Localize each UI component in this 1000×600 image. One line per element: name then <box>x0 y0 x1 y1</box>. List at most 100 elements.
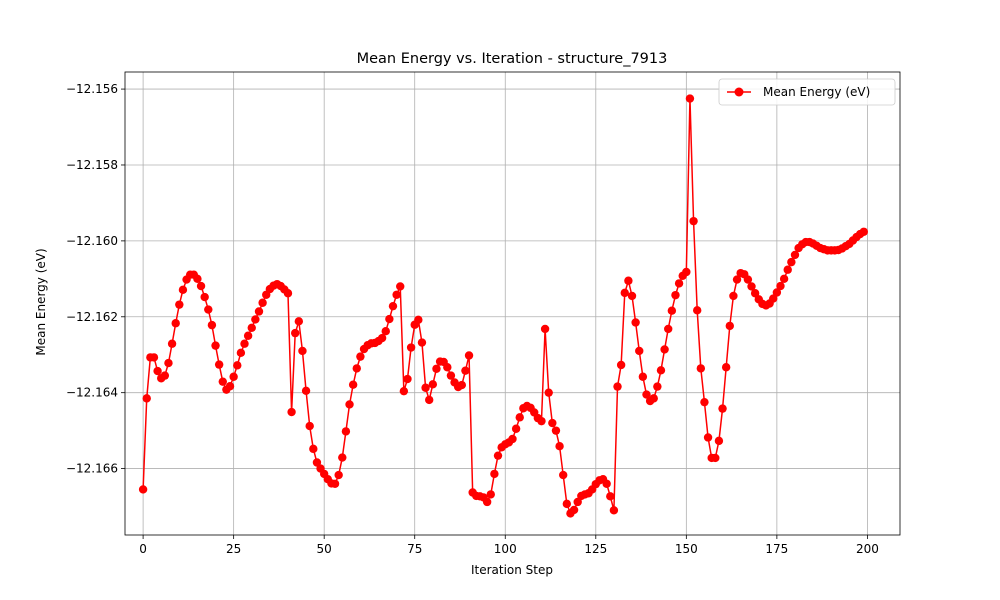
data-point <box>258 298 267 307</box>
data-point <box>656 366 666 375</box>
plot-frame <box>124 71 901 536</box>
legend-marker-swatch <box>734 87 744 97</box>
legend-entry-label: Mean Energy (eV) <box>763 85 870 99</box>
data-point <box>703 433 713 442</box>
data-point <box>790 250 800 260</box>
data-point <box>718 404 727 413</box>
data-point <box>624 276 633 285</box>
data-point <box>537 416 546 426</box>
data-point <box>783 265 792 274</box>
data-point <box>417 338 427 347</box>
data-point <box>457 380 466 390</box>
data-point <box>616 360 626 370</box>
data-point <box>544 388 553 397</box>
data-point <box>693 306 702 315</box>
data-point <box>341 427 351 436</box>
data-point <box>555 442 564 451</box>
x-tick-label: 25 <box>226 542 241 556</box>
data-point <box>660 345 669 354</box>
data-point <box>747 282 756 291</box>
data-point <box>696 364 706 373</box>
data-point <box>548 418 557 428</box>
data-point <box>573 497 582 507</box>
data-point <box>388 301 398 311</box>
data-point <box>153 366 162 376</box>
x-tick-label: 175 <box>765 542 788 556</box>
chart-title: Mean Energy vs. Iteration - structure_79… <box>357 51 668 67</box>
data-point <box>291 328 300 338</box>
data-point <box>562 499 572 509</box>
data-point <box>461 366 470 375</box>
data-point <box>425 395 434 405</box>
data-point <box>511 424 521 433</box>
data-point <box>160 371 170 380</box>
data-point <box>403 374 412 384</box>
y-axis-ticks: −12.166 −12.164 −12.162 −12.160 −12.158 −12.1… <box>66 82 125 476</box>
data-point <box>225 382 235 391</box>
data-point <box>667 306 677 315</box>
data-point <box>381 327 390 336</box>
data-point <box>776 281 785 291</box>
data-point <box>164 358 173 368</box>
data-point <box>298 346 307 356</box>
legend: Mean Energy (eV) <box>718 78 896 106</box>
data-point <box>334 470 343 480</box>
data-point <box>338 453 347 462</box>
data-point <box>569 505 579 515</box>
data-point <box>377 333 387 343</box>
data-point <box>254 307 264 316</box>
data-point <box>609 506 619 515</box>
data-point <box>638 372 648 381</box>
data-point <box>312 458 322 467</box>
data-point <box>671 290 680 300</box>
data-point <box>443 363 452 372</box>
data-point <box>287 407 296 417</box>
data-point <box>664 324 673 334</box>
data-point <box>769 294 778 303</box>
x-tick-label: 0 <box>139 542 147 556</box>
data-point <box>428 380 438 389</box>
x-tick-label: 200 <box>856 542 879 556</box>
y-tick-label: −12.156 <box>66 82 118 96</box>
x-tick-label: 125 <box>584 542 607 556</box>
data-point <box>200 292 209 302</box>
data-point <box>674 279 684 288</box>
data-point <box>602 479 611 488</box>
y-tick-label: −12.166 <box>66 462 118 476</box>
data-point <box>218 377 227 386</box>
data-point <box>211 341 220 350</box>
data-point <box>711 453 720 463</box>
data-point <box>620 288 629 298</box>
data-point <box>309 444 318 454</box>
data-point <box>649 394 658 403</box>
data-point <box>356 352 365 361</box>
data-point <box>613 382 622 391</box>
data-point <box>414 315 423 325</box>
data-point <box>787 257 796 267</box>
data-point <box>725 321 734 331</box>
data-point <box>175 300 184 309</box>
data-point <box>859 227 868 236</box>
data-point <box>432 364 441 373</box>
data-point <box>294 317 304 326</box>
data-point <box>486 490 495 499</box>
y-tick-label: −12.158 <box>66 158 118 172</box>
data-point <box>247 323 256 332</box>
data-point <box>682 267 691 277</box>
data-point <box>559 470 568 480</box>
data-point <box>167 339 177 348</box>
data-point <box>229 372 238 381</box>
data-series <box>138 94 868 518</box>
data-point <box>236 348 246 358</box>
data-point <box>772 288 782 297</box>
data-point <box>446 371 456 380</box>
data-point <box>348 380 358 389</box>
data-point <box>627 291 637 301</box>
x-tick-label: 100 <box>494 542 517 556</box>
data-point <box>732 275 742 284</box>
data-point <box>214 360 224 369</box>
data-point <box>779 274 789 284</box>
data-point <box>142 394 151 403</box>
y-axis-label: Mean Energy (eV) <box>34 248 48 355</box>
